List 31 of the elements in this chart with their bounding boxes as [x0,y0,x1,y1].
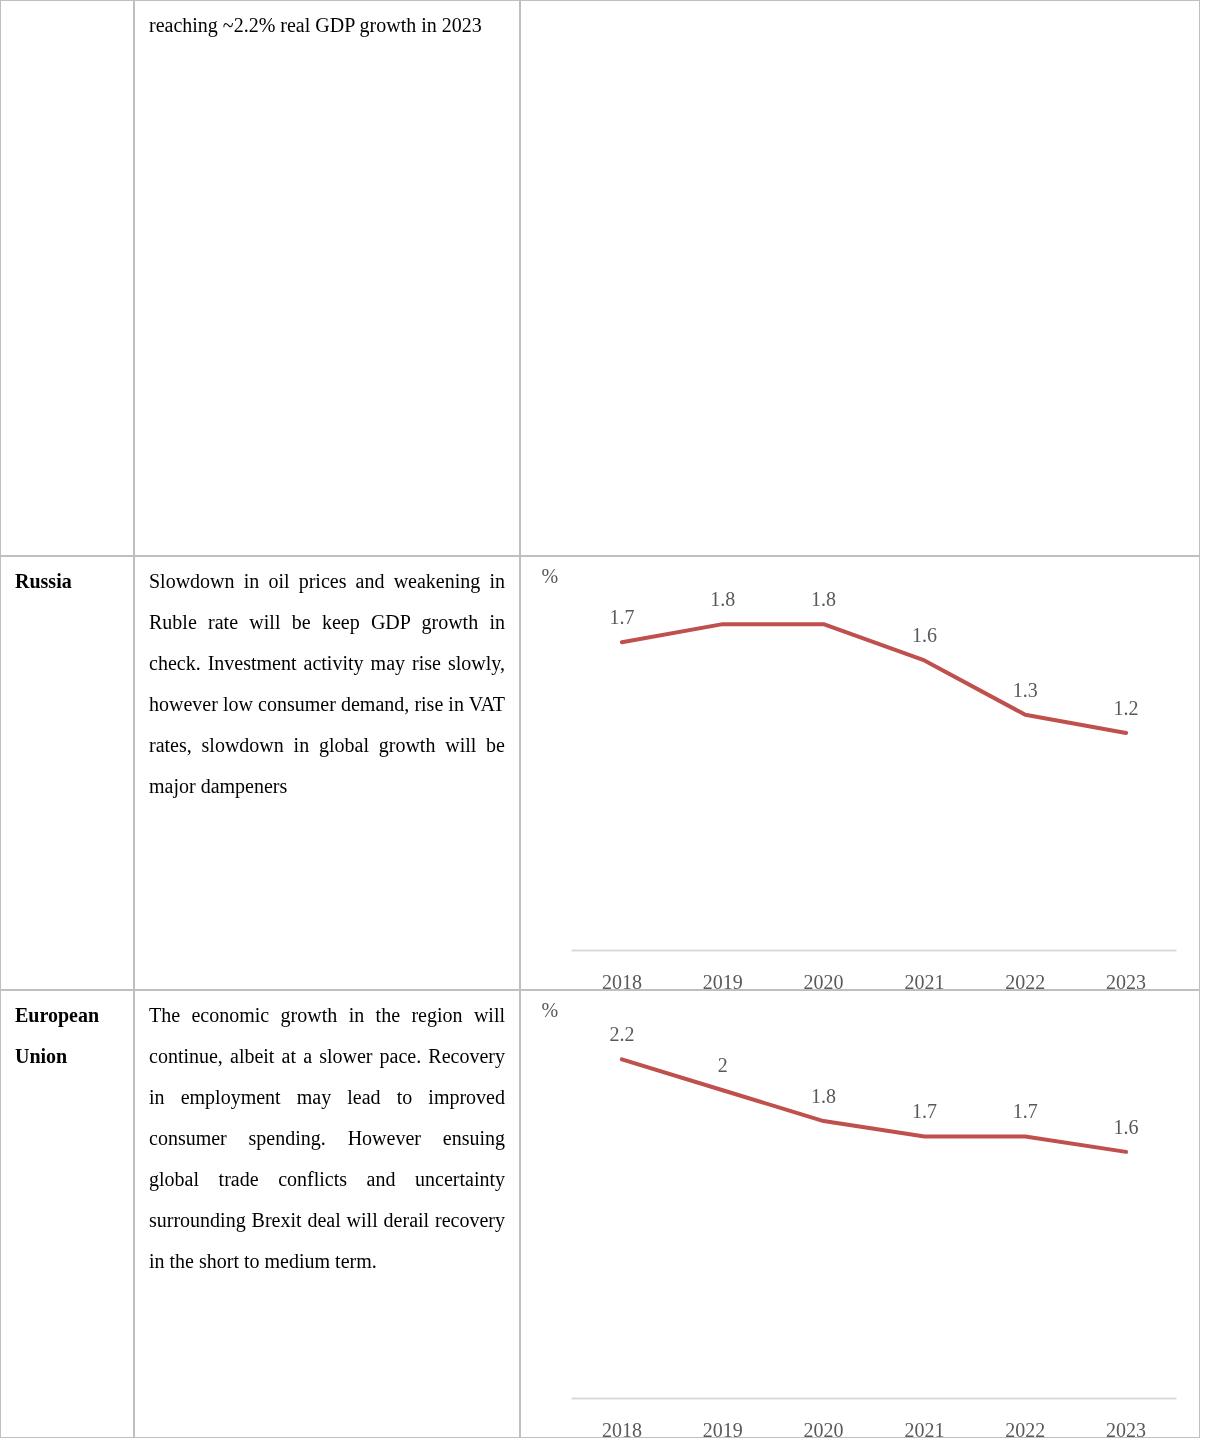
table-cell: The economic growth in the region will continue, albeit at a slower pace. Recovery in employment may lead to improved consumer spending. However ensuing global trade conflicts and uncertainty surrounding Brexit deal will derail recovery in the short to medium term. [134,990,520,1438]
x-tick-label: 2019 [702,970,743,993]
x-tick-label: 2022 [1005,1418,1046,1441]
data-label: 1.6 [1113,1115,1139,1138]
x-tick-label: 2023 [1106,970,1147,993]
data-label: 1.3 [1012,678,1038,701]
table-cell: reaching ~2.2% real GDP growth in 2023 [134,0,520,556]
x-tick-label: 2019 [702,1418,743,1441]
x-tick-label: 2021 [904,1418,945,1441]
data-label: 1.7 [609,606,635,629]
x-tick-label: 2023 [1106,1418,1147,1441]
x-tick-label: 2020 [803,970,844,993]
y-axis-title: % [541,998,559,1021]
table-cell: Slowdown in oil prices and weakening in Ruble rate will be keep GDP growth in check. Investment activity may rise slowly, however low consumer demand, rise in VAT rates, slowdown in global growth will be major dampeners [134,556,520,990]
x-tick-label: 2021 [904,970,945,993]
data-label: 2.2 [609,1023,635,1046]
data-label: 1.6 [911,624,937,647]
table-cell: European Union [0,990,134,1438]
data-label: 1.8 [811,588,837,611]
data-label: 1.8 [710,588,736,611]
data-label: 1.8 [811,1085,837,1108]
table-cell: Russia [0,556,134,990]
x-tick-label: 2018 [601,1418,642,1441]
y-axis-title: % [541,564,559,587]
x-tick-label: 2018 [601,970,642,993]
x-tick-label: 2020 [803,1418,844,1441]
x-tick-label: 2022 [1005,970,1046,993]
data-label: 1.7 [911,1100,937,1123]
data-label: 1.7 [1012,1100,1038,1123]
data-label: 1.2 [1113,696,1139,719]
data-label: 2 [717,1054,728,1077]
